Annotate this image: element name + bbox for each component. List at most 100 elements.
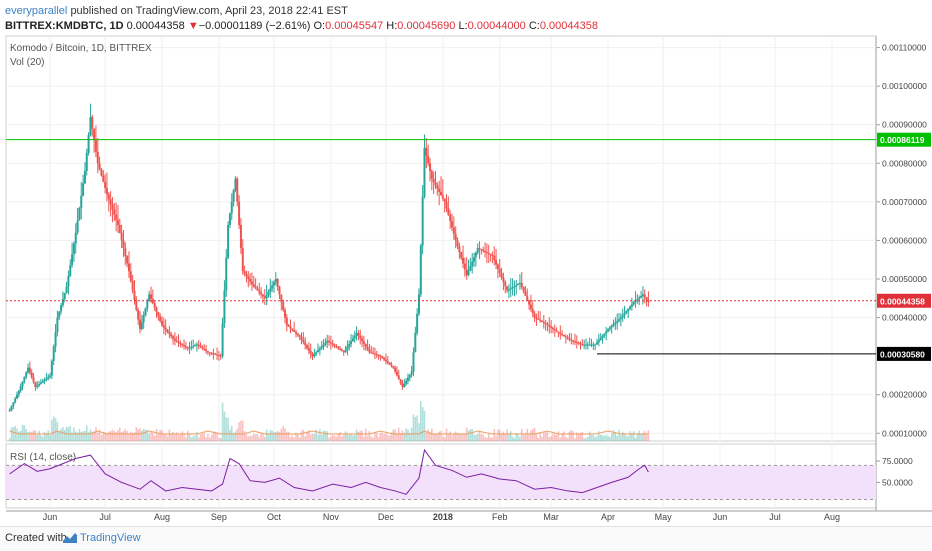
candle-body [539, 319, 542, 321]
candle-body [234, 178, 237, 191]
volume-bar [172, 432, 174, 441]
candle-body [267, 291, 270, 296]
volume-bar [374, 431, 376, 441]
candle-body [469, 266, 472, 271]
volume-bar [513, 438, 516, 441]
volume-bar [183, 433, 185, 441]
volume-bar [370, 436, 373, 441]
volume-bar [524, 433, 527, 441]
volume-bar [155, 428, 158, 441]
volume-bar [249, 435, 251, 441]
volume-bar [38, 430, 40, 441]
candle-body [105, 187, 108, 195]
candle-body [320, 346, 323, 349]
candle-body [623, 313, 626, 316]
candle-body [473, 257, 476, 262]
candle-body [465, 269, 468, 276]
volume-bar [133, 432, 136, 441]
candle-body [300, 336, 303, 340]
candle-body [285, 317, 288, 326]
candle-body [78, 208, 81, 221]
rsi-tick-label: 50.0000 [882, 477, 913, 487]
candle-body [54, 332, 57, 347]
volume-bar [273, 432, 275, 441]
volume-bar [386, 434, 389, 441]
volume-bar [645, 433, 648, 441]
candle-body [511, 287, 514, 289]
volume-bar [359, 430, 362, 441]
y-tick-label: 0.00090000 [882, 120, 927, 130]
low-value: 0.00044000 [467, 20, 526, 32]
volume-bar [625, 435, 628, 441]
candle-body [377, 354, 380, 356]
candle-body [102, 175, 105, 182]
candle-body [317, 350, 320, 353]
candle-body [151, 298, 154, 304]
volume-bar [130, 431, 132, 441]
volume-bar [227, 418, 229, 441]
candle-body [87, 135, 90, 153]
x-tick-label: Nov [323, 512, 340, 522]
candle-body [579, 343, 582, 345]
price-chart[interactable]: Jun Jul Aug Sep Oct Nov Dec 2018 Feb Mar Apr May Jun… [0, 0, 932, 526]
volume-bar [383, 433, 385, 441]
candle-body [91, 117, 94, 129]
candle-body [243, 271, 246, 274]
candle-body [74, 232, 77, 244]
candle-body [362, 341, 365, 345]
volume-bar [216, 432, 218, 441]
candle-body [27, 367, 30, 373]
candle-body [585, 344, 587, 346]
candle-body [50, 360, 53, 376]
volume-bar [451, 435, 453, 441]
tradingview-logo-icon[interactable] [62, 531, 78, 545]
volume-bar [526, 428, 529, 441]
candle-body [76, 220, 79, 233]
candle-body [361, 338, 364, 342]
volume-bar [212, 431, 215, 441]
candle-body [293, 330, 296, 332]
volume-bar [548, 437, 551, 441]
candle-body [298, 335, 301, 337]
volume-bar [610, 433, 613, 441]
volume-bar [592, 434, 595, 441]
author-link[interactable]: everyparallel [5, 5, 68, 17]
volume-bar [542, 432, 545, 441]
candle-body [526, 295, 529, 301]
volume-bar [166, 436, 169, 441]
candle-body [395, 371, 398, 376]
candle-body [544, 323, 547, 325]
volume-bar [509, 431, 512, 441]
candle-body [632, 302, 635, 305]
volume-bar [137, 429, 139, 441]
candle-body [65, 286, 68, 293]
candle-body [144, 308, 147, 316]
candle-body [127, 263, 130, 272]
volume-bar [388, 435, 391, 441]
candle-body [588, 344, 591, 346]
volume-bar [427, 429, 429, 441]
x-tick-label: 2018 [433, 512, 453, 522]
publish-line: everyparallel published on TradingView.c… [5, 5, 348, 17]
candle-body [350, 341, 353, 345]
x-tick-label: Aug [154, 512, 170, 522]
candle-body [342, 351, 345, 353]
candle-body [564, 336, 567, 338]
candle-body [436, 185, 439, 189]
volume-bar [603, 435, 606, 441]
volume-bar [218, 438, 220, 441]
volume-bar [476, 433, 479, 441]
volume-bar [643, 430, 646, 441]
candle-body [581, 343, 584, 345]
volume-bar [45, 433, 48, 441]
volume-bar [32, 430, 35, 441]
volume-bar [254, 434, 257, 441]
volume-bar [491, 437, 494, 441]
volume-bar [225, 417, 228, 441]
candle-body [616, 320, 619, 323]
candle-body [276, 279, 279, 287]
volume-bar [504, 433, 507, 441]
volume-bar [489, 437, 492, 441]
created-with-text: Created with [5, 532, 67, 544]
tradingview-brand-link[interactable]: TradingView [80, 532, 141, 544]
